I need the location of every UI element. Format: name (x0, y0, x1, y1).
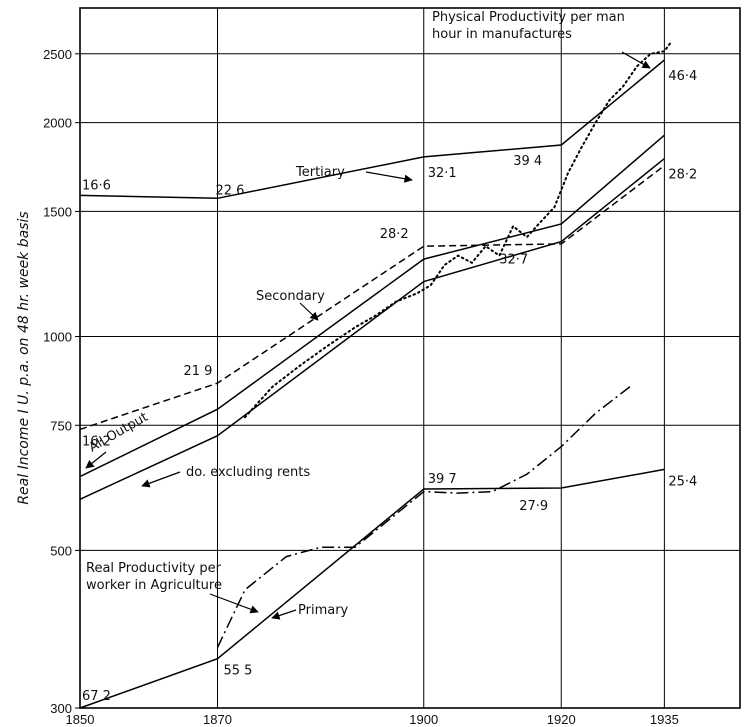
grid (79, 8, 740, 709)
series-line-all-output (79, 134, 665, 478)
x-axis: 1850 1870 1900 1920 1935 (66, 712, 679, 727)
x-tick-1935: 1935 (650, 712, 679, 727)
series-label-all-output: All Output (87, 410, 151, 456)
series-line-primary (79, 468, 665, 709)
series-label-productivity-1: Physical Productivity per man (432, 10, 625, 25)
series-label-primary: Primary (298, 603, 349, 618)
y-tick-500: 500 (50, 543, 72, 558)
x-tick-1920: 1920 (547, 712, 576, 727)
arrow-secondary (299, 302, 319, 321)
arrow-all-output (85, 451, 107, 469)
data-label-13: 67 2 (82, 689, 111, 704)
data-label-7: 16·2 (82, 434, 111, 449)
y-tick-300: 300 (50, 701, 72, 716)
x-tick-1870: 1870 (203, 712, 232, 727)
x-tick-1850: 1850 (66, 712, 95, 727)
series-line-physical-productivity-per-man-hour-in-manufactures (244, 40, 673, 419)
arrow-primary (271, 609, 297, 620)
series-lines (79, 40, 673, 709)
data-label-6: 21 9 (184, 364, 213, 379)
y-tick-1000: 1000 (43, 330, 72, 345)
data-label-14: 55 5 (224, 664, 253, 679)
plot-frame (79, 7, 741, 709)
data-label-4: 46·4 (668, 69, 697, 84)
arrow-agriculture (209, 593, 259, 614)
data-label-10: 39 7 (428, 472, 457, 487)
y-axis: 300 500 750 1000 1500 2000 2500 (43, 47, 80, 716)
data-label-12: 25·4 (668, 474, 697, 489)
series-label-agriculture-1: Real Productivity per (86, 561, 222, 576)
data-label-1: 22 6 (216, 183, 245, 198)
series-label-excluding-rents: do. excluding rents (186, 465, 310, 480)
y-tick-2000: 2000 (43, 116, 72, 131)
y-axis-label: Real Income I U. p.a. on 48 hr. week bas… (16, 211, 32, 504)
y-tick-1500: 1500 (43, 204, 72, 219)
data-label-11: 27·9 (519, 499, 548, 514)
series-label-productivity-2: hour in manufactures (432, 27, 572, 42)
series-label-secondary: Secondary (256, 289, 325, 304)
y-tick-2500: 2500 (43, 47, 72, 62)
x-tick-1900: 1900 (409, 712, 438, 727)
data-label-5: 28·2 (380, 227, 409, 242)
data-label-0: 16·6 (82, 178, 111, 193)
label-arrows (85, 51, 651, 620)
data-label-9: 28·2 (668, 168, 697, 183)
series-line-secondary (79, 165, 665, 431)
series-label-tertiary: Tertiary (295, 165, 345, 180)
data-label-3: 39 4 (513, 154, 542, 169)
annotations: 16·6 22 6 32·1 39 4 46·4 28·2 21 9 16·2 32·7 28·2… (82, 69, 697, 704)
data-label-2: 32·1 (428, 166, 457, 181)
series-line-do-excluding-rents (79, 158, 665, 500)
series-label-agriculture-2: worker in Agriculture (86, 578, 222, 593)
arrow-tertiary (365, 171, 413, 183)
y-tick-750: 750 (50, 418, 72, 433)
series-line-real-productivity-per-worker-in-agriculture (216, 386, 631, 648)
arrow-excluding-rents (141, 471, 181, 488)
arrow-productivity (621, 51, 651, 69)
data-label-8: 32·7 (499, 253, 528, 268)
series-line-tertiary (79, 59, 665, 200)
